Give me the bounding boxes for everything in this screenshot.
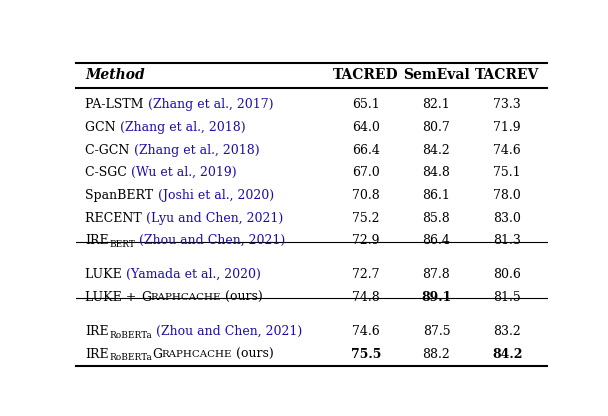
Text: 75.5: 75.5 [351, 347, 381, 361]
Text: G: G [152, 347, 162, 361]
Text: 82.1: 82.1 [423, 98, 451, 111]
Text: 84.2: 84.2 [492, 347, 522, 361]
Text: SpanBERT: SpanBERT [85, 189, 157, 202]
Text: 74.6: 74.6 [493, 144, 521, 156]
Text: (ours): (ours) [221, 291, 263, 304]
Text: (Zhang et al., 2017): (Zhang et al., 2017) [148, 98, 274, 111]
Text: 87.8: 87.8 [423, 268, 451, 281]
Text: 72.7: 72.7 [352, 268, 379, 281]
Text: C-SGC: C-SGC [85, 166, 131, 179]
Text: RAPHCACHE: RAPHCACHE [162, 349, 232, 359]
Text: IRE: IRE [85, 347, 109, 361]
Text: 87.5: 87.5 [423, 325, 451, 338]
Text: PA-LSTM: PA-LSTM [85, 98, 148, 111]
Text: BERT: BERT [109, 240, 135, 249]
Text: 83.2: 83.2 [493, 325, 521, 338]
Text: 65.1: 65.1 [352, 98, 379, 111]
Text: (Joshi et al., 2020): (Joshi et al., 2020) [157, 189, 274, 202]
Text: G: G [141, 291, 151, 304]
Text: 73.3: 73.3 [493, 98, 521, 111]
Text: 78.0: 78.0 [493, 189, 521, 202]
Text: RECENT: RECENT [85, 211, 146, 225]
Text: 89.1: 89.1 [421, 291, 452, 304]
Text: C-GCN: C-GCN [85, 144, 134, 156]
Text: 85.8: 85.8 [423, 211, 451, 225]
Text: 81.3: 81.3 [493, 234, 521, 247]
Text: 84.2: 84.2 [423, 144, 451, 156]
Text: 70.8: 70.8 [352, 189, 379, 202]
Text: SemEval: SemEval [403, 68, 470, 82]
Text: (Lyu and Chen, 2021): (Lyu and Chen, 2021) [146, 211, 283, 225]
Text: 88.2: 88.2 [423, 347, 451, 361]
Text: 64.0: 64.0 [352, 121, 380, 134]
Text: 81.5: 81.5 [493, 291, 521, 304]
Text: (Yamada et al., 2020): (Yamada et al., 2020) [126, 268, 261, 281]
Text: RoBERTa: RoBERTa [109, 331, 152, 340]
Text: 72.9: 72.9 [352, 234, 379, 247]
Text: (ours): (ours) [232, 347, 274, 361]
Text: 84.8: 84.8 [423, 166, 451, 179]
Text: LUKE: LUKE [85, 268, 126, 281]
Text: 80.7: 80.7 [423, 121, 451, 134]
Text: LUKE +: LUKE + [85, 291, 141, 304]
Text: IRE: IRE [85, 234, 109, 247]
Text: (Zhou and Chen, 2021): (Zhou and Chen, 2021) [152, 325, 302, 338]
Text: Method: Method [85, 68, 145, 82]
Text: 71.9: 71.9 [493, 121, 521, 134]
Text: 66.4: 66.4 [352, 144, 380, 156]
Text: GCN: GCN [85, 121, 120, 134]
Text: IRE: IRE [85, 325, 109, 338]
Text: RAPHCACHE: RAPHCACHE [151, 293, 221, 302]
Text: (Zhang et al., 2018): (Zhang et al., 2018) [134, 144, 260, 156]
Text: TACRED: TACRED [333, 68, 399, 82]
Text: 75.2: 75.2 [352, 211, 379, 225]
Text: (Zhang et al., 2018): (Zhang et al., 2018) [120, 121, 246, 134]
Text: (Zhou and Chen, 2021): (Zhou and Chen, 2021) [135, 234, 285, 247]
Text: 75.1: 75.1 [493, 166, 521, 179]
Text: 86.4: 86.4 [423, 234, 451, 247]
Text: 67.0: 67.0 [352, 166, 379, 179]
Text: 74.8: 74.8 [352, 291, 379, 304]
Text: 80.6: 80.6 [493, 268, 521, 281]
Text: (Wu et al., 2019): (Wu et al., 2019) [131, 166, 237, 179]
Text: RoBERTa: RoBERTa [109, 353, 152, 362]
Text: 83.0: 83.0 [493, 211, 521, 225]
Text: 86.1: 86.1 [423, 189, 451, 202]
Text: TACREV: TACREV [475, 68, 539, 82]
Text: 74.6: 74.6 [352, 325, 379, 338]
